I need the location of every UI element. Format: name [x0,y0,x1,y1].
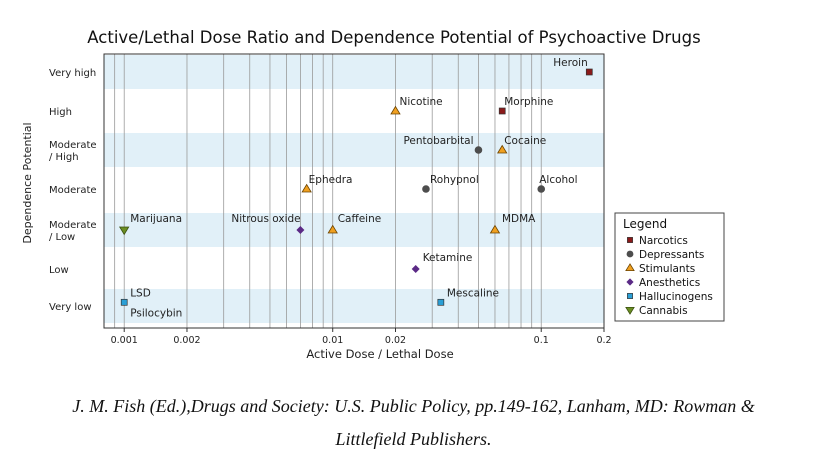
x-axis-ticks: 0.001 0.002 0.01 0.02 0.1 0.2 [111,328,612,346]
legend-entries: Narcotics Depressants Stimulants Anesthetic… [625,235,713,317]
x-tick-label: 0.1 [534,335,549,346]
y-category-label: High [49,107,72,118]
chart-canvas: 0.001 0.002 0.01 0.02 0.1 0.2 Very low Low Mode… [21,28,725,361]
point-label: Pentobarbital [403,135,473,147]
point-marker [411,265,420,273]
y-category-label: Moderate / High [49,140,97,163]
legend: Legend Narcotics Depressants Stimulants Ane… [614,212,725,322]
y-axis-categories: Very low Low Moderate / Low Moderate Moderate… [49,68,97,313]
y-category-label: Moderate [49,185,97,196]
caption-line-1: J. M. Fish (Ed.),Drugs and Society: U.S.… [72,396,755,416]
point-marker [497,144,508,154]
legend-label: Cannabis [639,305,688,317]
data-points: Heroin Morphine Nicotine Pentobarbital Cocai… [119,57,593,319]
point-marker [390,105,401,115]
y-category-label: Very low [49,302,92,313]
point-label: Marijuana [130,213,182,225]
grid-lines [114,54,542,328]
x-tick-label: 0.002 [173,335,200,346]
legend-label: Stimulants [639,263,695,275]
legend-marker [627,237,633,243]
legend-marker [626,278,634,286]
legend-marker [626,250,634,258]
legend-frame [614,212,725,322]
legend-marker [627,293,633,299]
chart-title: Active/Lethal Dose Ratio and Dependence … [87,28,700,47]
point-marker [119,226,130,236]
point-label: Psilocybin [130,307,182,319]
y-category-label: Low [49,265,69,276]
point-label: Ketamine [423,252,473,264]
legend-title: Legend [623,217,667,231]
legend-marker [625,263,635,272]
point-marker [498,107,506,115]
point-marker [489,224,501,234]
x-tick-label: 0.01 [322,335,343,346]
point-marker [327,224,338,234]
x-tick-label: 0.2 [596,335,611,346]
y-axis-label: Dependence Potential [21,122,34,243]
legend-marker [625,306,635,315]
point-label: Alcohol [539,174,577,186]
legend-label: Hallucinogens [639,291,713,303]
point-label: MDMA [502,213,536,225]
caption-line-2: Littlefield Publishers. [335,429,492,449]
legend-label: Narcotics [639,235,688,247]
x-axis-label: Active Dose / Lethal Dose [306,347,453,361]
point-marker [301,183,312,193]
point-label: Caffeine [338,213,382,225]
legend-label: Depressants [639,249,704,261]
point-label: Nicotine [399,96,442,108]
point-marker [537,185,546,193]
plot-frame [103,53,605,329]
point-marker [120,298,128,306]
legend-label: Anesthetics [639,277,700,289]
y-category-label: Moderate / Low [49,220,97,243]
point-label: Rohypnol [430,174,479,186]
point-marker [585,68,593,76]
point-marker [422,185,430,193]
y-category-label: Very high [49,68,96,79]
x-tick-label: 0.001 [111,335,138,346]
row-band [104,55,604,89]
point-label: Ephedra [309,174,353,186]
point-marker [474,146,483,154]
point-label: Nitrous oxide [231,213,300,225]
x-tick-label: 0.02 [385,335,406,346]
point-marker [437,298,445,306]
point-label: Heroin [553,57,587,69]
point-label: Cocaine [504,135,546,147]
point-marker [296,226,305,234]
point-label: Morphine [504,96,553,108]
point-label: LSD [130,287,151,299]
point-label: Mescaline [447,287,499,299]
